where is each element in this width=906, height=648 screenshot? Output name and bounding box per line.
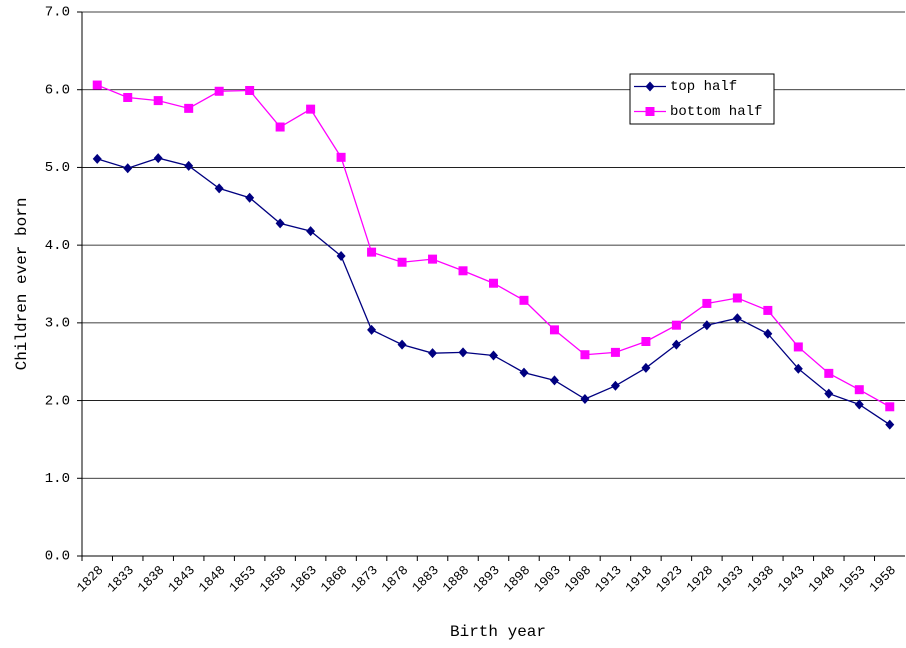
x-tick-label: 1838 — [135, 563, 168, 596]
data-point — [214, 183, 224, 194]
data-point — [580, 350, 590, 360]
data-point — [580, 394, 590, 405]
data-point — [428, 348, 438, 359]
data-point — [885, 419, 895, 430]
data-point — [184, 160, 194, 171]
data-point — [763, 328, 773, 339]
data-point — [123, 92, 133, 102]
data-point — [824, 368, 834, 378]
x-tick-label: 1928 — [683, 563, 716, 596]
data-point — [610, 347, 620, 357]
data-point — [489, 278, 498, 288]
data-point — [153, 153, 163, 164]
data-point — [245, 192, 255, 203]
data-point — [306, 104, 316, 114]
data-point — [336, 251, 346, 262]
data-point — [153, 96, 163, 106]
data-point — [824, 388, 834, 399]
x-axis-title: Birth year — [450, 623, 546, 641]
x-tick-label: 1878 — [379, 563, 412, 596]
x-tick-label: 1893 — [470, 563, 503, 596]
data-point — [428, 254, 438, 264]
x-tick-label: 1958 — [866, 563, 899, 596]
data-point — [793, 342, 803, 352]
x-tick-label: 1873 — [348, 563, 381, 596]
data-point — [519, 295, 529, 305]
data-point — [732, 293, 742, 303]
data-point — [458, 347, 468, 358]
x-tick-label: 1848 — [196, 563, 229, 596]
data-point — [214, 86, 224, 96]
x-tick-label: 1828 — [74, 563, 107, 596]
x-tick-label: 1943 — [775, 563, 808, 596]
data-point — [245, 85, 255, 95]
data-point — [184, 103, 194, 113]
data-point — [489, 350, 498, 361]
data-point — [702, 298, 712, 308]
x-tick-label: 1933 — [714, 563, 747, 596]
legend-marker — [645, 81, 655, 92]
data-point — [367, 324, 377, 335]
data-point — [306, 226, 316, 237]
x-tick-label: 1853 — [226, 563, 259, 596]
x-tick-label: 1913 — [592, 563, 625, 596]
data-point — [793, 363, 803, 374]
y-tick-label: 5.0 — [45, 160, 70, 176]
data-point — [519, 367, 529, 378]
data-point — [549, 325, 559, 335]
x-tick-label: 1843 — [165, 563, 198, 596]
data-point — [397, 339, 407, 350]
y-tick-label: 3.0 — [45, 316, 70, 332]
x-tick-label: 1833 — [104, 563, 137, 596]
data-point — [854, 399, 864, 410]
data-point — [671, 320, 681, 330]
x-tick-label: 1938 — [744, 563, 777, 596]
y-tick-label: 1.0 — [45, 471, 70, 487]
x-tick-label: 1923 — [653, 563, 686, 596]
data-point — [92, 80, 102, 90]
x-tick-label: 1868 — [318, 563, 351, 596]
x-tick-label: 1953 — [836, 563, 869, 596]
y-tick-label: 2.0 — [45, 393, 70, 409]
data-point — [702, 320, 712, 331]
data-point — [732, 313, 742, 324]
legend-label: top half — [670, 79, 737, 95]
x-tick-label: 1883 — [409, 563, 442, 596]
y-axis-title: Children ever born — [13, 198, 31, 371]
x-tick-label: 1918 — [622, 563, 655, 596]
data-point — [458, 266, 468, 276]
data-point — [549, 375, 559, 386]
x-tick-label: 1858 — [257, 563, 290, 596]
x-tick-label: 1908 — [562, 563, 595, 596]
data-point — [641, 362, 651, 373]
data-point — [885, 402, 895, 412]
legend-marker — [645, 107, 655, 116]
data-point — [92, 153, 102, 164]
data-point — [336, 152, 346, 162]
data-point — [763, 305, 773, 315]
legend-label: bottom half — [670, 104, 762, 120]
y-tick-label: 4.0 — [45, 238, 70, 254]
data-point — [671, 339, 681, 350]
data-point — [275, 218, 285, 229]
y-tick-label: 0.0 — [45, 549, 70, 565]
y-tick-label: 7.0 — [45, 5, 70, 21]
y-tick-label: 6.0 — [45, 82, 70, 98]
data-point — [641, 337, 651, 347]
series-line — [97, 157, 891, 426]
data-point — [854, 385, 864, 395]
data-point — [397, 257, 407, 267]
x-tick-label: 1898 — [501, 563, 534, 596]
data-point — [275, 122, 285, 132]
data-point — [123, 163, 133, 174]
x-tick-label: 1888 — [440, 563, 473, 596]
x-tick-label: 1903 — [531, 563, 564, 596]
x-tick-label: 1863 — [287, 563, 320, 596]
x-tick-label: 1948 — [805, 563, 838, 596]
data-point — [367, 247, 377, 257]
data-point — [610, 380, 620, 391]
